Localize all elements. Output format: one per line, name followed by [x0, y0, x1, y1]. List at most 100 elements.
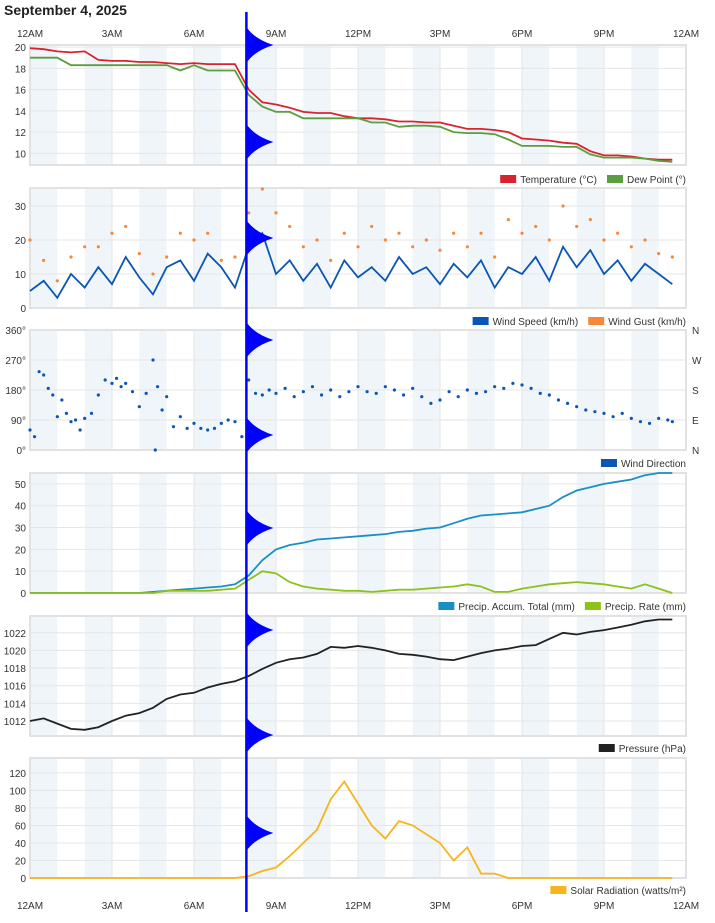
data-point: [233, 420, 237, 424]
data-point: [55, 415, 59, 419]
data-point: [96, 245, 100, 249]
data-point: [185, 426, 189, 430]
data-point: [144, 391, 148, 395]
compass-label: N: [692, 326, 699, 337]
legend-label: Wind Gust (km/h): [608, 317, 686, 328]
hour-band: [30, 45, 58, 165]
legend-swatch: [550, 886, 567, 894]
data-point: [247, 211, 251, 215]
legend-swatch: [588, 317, 605, 325]
data-point: [670, 255, 674, 259]
hour-band: [194, 616, 222, 736]
hour-band: [194, 188, 222, 308]
hour-band: [139, 758, 167, 878]
y-tick-label: 10: [15, 567, 27, 578]
data-point: [465, 245, 469, 249]
data-point: [130, 390, 135, 394]
data-point: [447, 390, 451, 394]
data-point: [561, 204, 565, 208]
data-point: [392, 388, 397, 392]
data-point: [78, 428, 82, 432]
y-tick-label: 0: [20, 304, 26, 315]
data-point: [520, 383, 524, 387]
chart-panel-0: 10 12 14 16 18 20 Dew Point (°) Temperature (°C…: [15, 43, 687, 186]
hour-band: [30, 758, 58, 878]
data-point: [452, 231, 456, 235]
data-point: [247, 378, 251, 382]
data-point: [616, 231, 620, 235]
data-point: [253, 391, 258, 395]
data-point: [274, 391, 278, 395]
data-point: [483, 390, 488, 394]
data-point: [192, 421, 196, 425]
data-point: [124, 224, 128, 229]
data-point: [565, 401, 570, 405]
cursor-marker-icon: [246, 717, 274, 753]
hour-band: [139, 616, 167, 736]
chart-panel-1: 0 10 20 30 Wind Gust (km/h) Wind Speed (km/h): [15, 187, 687, 328]
hour-band: [522, 188, 550, 308]
series-line-1: [30, 56, 673, 163]
data-point: [506, 218, 510, 222]
y-tick-label: 1018: [4, 664, 27, 675]
data-point: [602, 411, 606, 415]
hour-band: [358, 616, 386, 736]
data-point: [629, 416, 633, 420]
hour-band: [358, 188, 386, 308]
legend-swatch: [600, 459, 617, 467]
data-point: [283, 386, 287, 390]
data-point: [160, 408, 164, 412]
time-tick-top: 6PM: [512, 29, 533, 40]
y-tick-label: 1016: [4, 682, 27, 693]
data-point: [206, 231, 210, 235]
data-point: [103, 378, 107, 382]
y-tick-label: 10: [15, 270, 27, 281]
data-point: [411, 386, 415, 390]
data-point: [192, 238, 196, 242]
compass-label: W: [692, 356, 702, 367]
y-tick-label: 20: [15, 43, 27, 54]
time-tick-bottom: 12PM: [345, 901, 371, 912]
data-point: [370, 224, 374, 229]
data-point: [424, 238, 428, 242]
data-point: [260, 187, 264, 191]
time-tick-top: 12AM: [17, 29, 43, 40]
data-point: [51, 393, 55, 397]
hour-band: [522, 758, 550, 878]
time-tick-top: 6AM: [184, 29, 205, 40]
chart-panel-5: 0 20 40 60 80 100 120 Solar Radiation (watts/m²…: [9, 757, 687, 897]
legend-swatch: [500, 175, 517, 183]
y-tick-label: 120: [9, 769, 26, 780]
data-point: [338, 395, 342, 399]
hour-band: [576, 758, 604, 878]
data-point: [502, 386, 506, 390]
time-tick-bottom: 6AM: [184, 901, 205, 912]
y-tick-label: 0: [20, 589, 26, 600]
data-point: [429, 401, 433, 405]
time-tick-top: 9PM: [594, 29, 615, 40]
data-point: [165, 255, 169, 259]
hour-band: [84, 616, 112, 736]
legend-label: Precip. Rate (mm): [605, 602, 686, 613]
data-point: [240, 435, 244, 439]
hour-band: [412, 616, 440, 736]
data-point: [60, 398, 64, 402]
data-point: [420, 395, 424, 399]
y-tick-label: 40: [15, 839, 27, 850]
hour-band: [84, 473, 112, 593]
data-point: [474, 391, 479, 395]
hour-band: [303, 473, 331, 593]
data-point: [401, 393, 406, 397]
y-tick-label: 50: [15, 480, 27, 491]
data-point: [46, 386, 50, 390]
chart-panel-3: 0 10 20 30 40 50 Precip. Rate (mm) Precip. Accu…: [15, 472, 687, 613]
data-point: [178, 231, 182, 235]
y-tick-label: 20: [15, 236, 27, 247]
data-point: [301, 390, 305, 394]
y-tick-label: 0: [20, 874, 26, 885]
y-tick-label: 100: [9, 786, 26, 797]
hour-band: [576, 473, 604, 593]
data-point: [212, 426, 217, 430]
